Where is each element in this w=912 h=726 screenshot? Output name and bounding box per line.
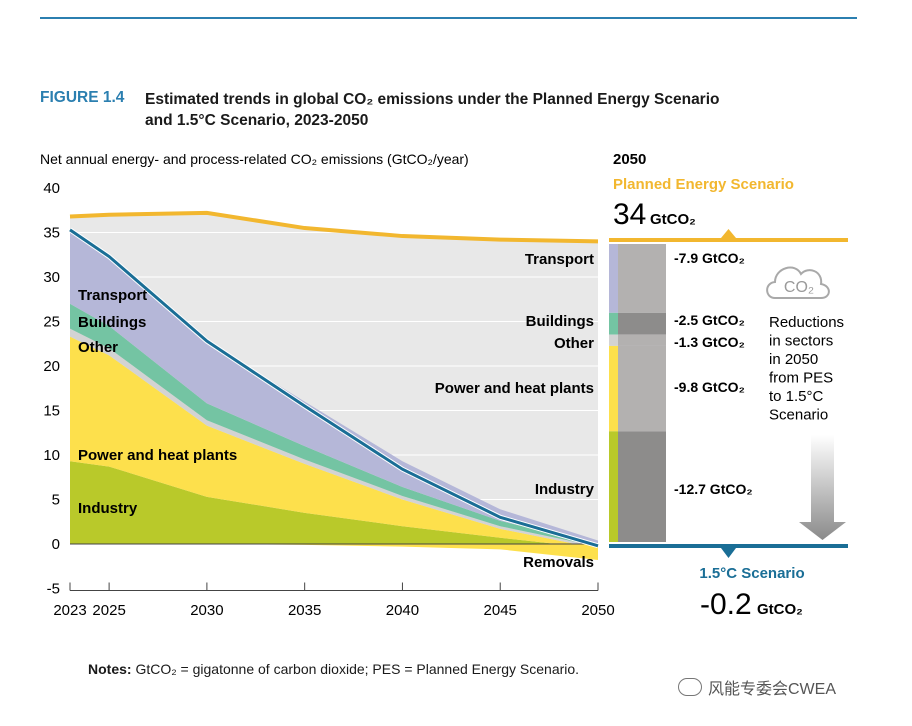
- plot-top-mask: [70, 188, 598, 242]
- x-tick-label: 2045: [484, 602, 517, 619]
- figure-title: Estimated trends in global CO₂ emissions…: [145, 89, 825, 131]
- notes: Notes: GtCO₂ = gigatonne of carbon dioxi…: [88, 661, 579, 677]
- reduction-label: -12.7 GtCO₂: [674, 481, 753, 497]
- right-label: Power and heat plants: [435, 380, 594, 397]
- right-label: Removals: [523, 554, 594, 571]
- y-tick-label: 5: [52, 492, 60, 509]
- x-tick-label: 2030: [190, 602, 223, 619]
- reductions-text-line: Scenario: [769, 407, 828, 424]
- reductions-text-line: in 2050: [769, 351, 818, 368]
- reduction-sector-swatch: [609, 312, 618, 335]
- y-tick-label: 30: [43, 269, 60, 286]
- y-tick-label: 15: [43, 403, 60, 420]
- area-industry: [70, 461, 598, 549]
- panel-pes-title: Planned Energy Scenario: [613, 176, 794, 193]
- left-label: Power and heat plants: [78, 447, 237, 464]
- reduction-bar-segment: [618, 431, 666, 542]
- reductions-text-line: in sectors: [769, 333, 833, 350]
- x-tick-label: 2023: [53, 602, 86, 619]
- wechat-icon: [678, 678, 702, 696]
- figure-label: FIGURE 1.4: [40, 89, 125, 106]
- x-tick-label: 2040: [386, 602, 419, 619]
- panel-pes-arrow: [721, 229, 736, 238]
- panel-15c-value: -0.2: [700, 588, 752, 621]
- left-label: Other: [78, 339, 118, 356]
- y-tick-label: 10: [43, 447, 60, 464]
- area-power-and-heat-plants: [70, 336, 598, 549]
- area-removals: [70, 544, 598, 561]
- right-label: Other: [554, 335, 594, 352]
- figure-title-line-1: Estimated trends in global CO₂ emissions…: [145, 91, 720, 108]
- reduction-label: -2.5 GtCO₂: [674, 312, 745, 328]
- left-label: Industry: [78, 500, 138, 517]
- line-pes: [69, 210, 599, 244]
- reduction-sector-swatch: [609, 345, 618, 432]
- reduction-label: -7.9 GtCO₂: [674, 250, 745, 266]
- panel-15c-unit: GtCO₂: [757, 601, 803, 618]
- reductions-text-line: from PES: [769, 370, 833, 387]
- y-axis-label: Net annual energy- and process-related C…: [40, 151, 469, 167]
- x-tick-label: 2025: [92, 602, 125, 619]
- reduction-bar-segment: [618, 244, 666, 313]
- panel-pes-value: 34: [613, 198, 646, 231]
- panel-year: 2050: [613, 151, 646, 168]
- co2-cloud-icon: [766, 266, 830, 299]
- panel-15c-title: 1.5°C Scenario: [699, 565, 804, 582]
- watermark: 风能专委会CWEA: [678, 675, 836, 699]
- notes-label: Notes:: [88, 661, 132, 677]
- reduction-label: -9.8 GtCO₂: [674, 379, 745, 395]
- reductions-text-line: to 1.5°C: [769, 388, 824, 405]
- reduction-arrow-icon: [799, 435, 846, 540]
- reduction-bar-segment: [618, 345, 666, 432]
- line-15c: [69, 228, 599, 548]
- reduction-sector-swatch: [609, 334, 618, 346]
- top-rule: [40, 17, 857, 19]
- panel-15c-arrow: [721, 548, 736, 558]
- notes-text: GtCO₂ = gigatonne of carbon dioxide; PES…: [131, 661, 580, 677]
- left-label: Buildings: [78, 314, 146, 331]
- y-tick-label: 20: [43, 358, 60, 375]
- reduction-bar-segment: [618, 334, 666, 346]
- left-label: Transport: [78, 287, 147, 304]
- co2-badge-text: CO₂: [784, 279, 814, 296]
- watermark-text: 风能专委会CWEA: [708, 681, 837, 698]
- reduction-bar-segment: [618, 312, 666, 335]
- x-tick-label: 2035: [288, 602, 321, 619]
- reductions-text-line: Reductions: [769, 314, 844, 331]
- x-tick-label: 2050: [581, 602, 614, 619]
- y-tick-label: 40: [43, 180, 60, 197]
- y-tick-label: 25: [43, 314, 60, 331]
- reduction-sector-swatch: [609, 244, 618, 313]
- figure-title-line-2: and 1.5°C Scenario, 2023-2050: [145, 112, 369, 129]
- right-label: Buildings: [526, 313, 594, 330]
- y-tick-label: 35: [43, 225, 60, 242]
- right-label: Transport: [525, 251, 594, 268]
- reduction-label: -1.3 GtCO₂: [674, 334, 745, 350]
- panel-pes-unit: GtCO₂: [650, 211, 696, 228]
- right-label: Industry: [535, 481, 595, 498]
- y-tick-label: -5: [47, 581, 60, 598]
- reduction-sector-swatch: [609, 431, 618, 542]
- y-tick-label: 0: [52, 536, 60, 553]
